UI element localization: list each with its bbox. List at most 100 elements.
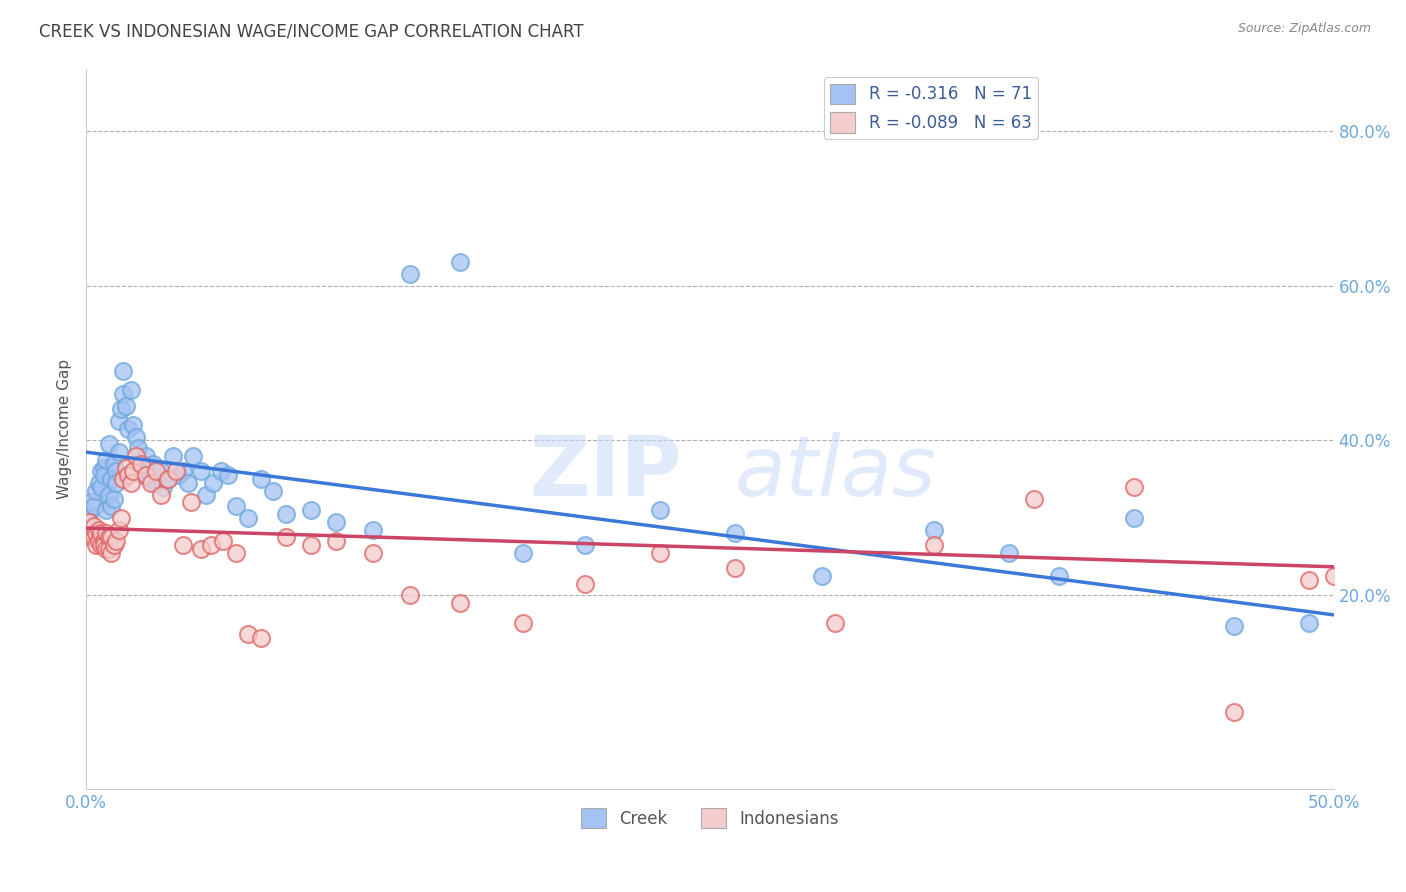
Point: [165, 465, 187, 479]
Point: [183, 449, 205, 463]
Point: [1347, 619, 1369, 633]
Point: [249, 631, 271, 645]
Point: [325, 515, 347, 529]
Text: Source: ZipAtlas.com: Source: ZipAtlas.com: [1237, 22, 1371, 36]
Point: [94, 503, 117, 517]
Point: [87, 534, 110, 549]
Point: [100, 472, 122, 486]
Point: [112, 387, 135, 401]
Point: [574, 538, 596, 552]
Point: [122, 465, 145, 479]
Point: [724, 561, 747, 575]
Point: [135, 449, 157, 463]
Point: [105, 476, 128, 491]
Point: [157, 472, 180, 486]
Point: [112, 364, 135, 378]
Point: [103, 491, 125, 506]
Point: [93, 538, 115, 552]
Point: [90, 526, 112, 541]
Point: [90, 465, 112, 479]
Point: [87, 476, 110, 491]
Point: [574, 577, 596, 591]
Point: [100, 546, 122, 560]
Point: [249, 472, 271, 486]
Point: [107, 414, 129, 428]
Point: [924, 523, 946, 537]
Point: [449, 255, 471, 269]
Point: [172, 465, 194, 479]
Point: [135, 468, 157, 483]
Point: [209, 465, 232, 479]
Point: [274, 507, 297, 521]
Point: [1047, 569, 1070, 583]
Point: [115, 399, 138, 413]
Point: [93, 534, 115, 549]
Point: [107, 445, 129, 459]
Point: [217, 468, 239, 483]
Point: [149, 488, 172, 502]
Point: [512, 615, 534, 630]
Point: [103, 457, 125, 471]
Point: [399, 267, 422, 281]
Point: [120, 476, 142, 491]
Point: [139, 476, 162, 491]
Point: [172, 538, 194, 552]
Point: [105, 465, 128, 479]
Point: [94, 453, 117, 467]
Point: [145, 465, 167, 479]
Point: [94, 541, 117, 556]
Point: [200, 538, 222, 552]
Point: [125, 449, 148, 463]
Point: [145, 476, 167, 491]
Point: [115, 460, 138, 475]
Point: [212, 534, 235, 549]
Point: [117, 422, 139, 436]
Point: [1024, 491, 1046, 506]
Point: [97, 530, 120, 544]
Point: [84, 526, 107, 541]
Point: [399, 589, 422, 603]
Point: [94, 526, 117, 541]
Point: [225, 500, 247, 514]
Point: [190, 465, 212, 479]
Point: [157, 472, 180, 486]
Point: [80, 495, 103, 509]
Point: [84, 483, 107, 498]
Point: [129, 457, 152, 471]
Point: [1123, 480, 1146, 494]
Point: [93, 468, 115, 483]
Point: [190, 541, 212, 556]
Point: [103, 538, 125, 552]
Point: [167, 468, 190, 483]
Point: [512, 546, 534, 560]
Point: [262, 483, 284, 498]
Point: [84, 538, 107, 552]
Point: [299, 538, 322, 552]
Point: [274, 530, 297, 544]
Point: [105, 534, 128, 549]
Point: [142, 457, 165, 471]
Point: [998, 546, 1021, 560]
Point: [122, 417, 145, 432]
Point: [83, 530, 105, 544]
Legend: Creek, Indonesians: Creek, Indonesians: [574, 801, 845, 835]
Y-axis label: Wage/Income Gap: Wage/Income Gap: [58, 359, 72, 499]
Point: [110, 511, 132, 525]
Point: [77, 515, 100, 529]
Point: [90, 538, 112, 552]
Point: [1398, 627, 1406, 641]
Point: [97, 488, 120, 502]
Point: [1298, 615, 1320, 630]
Point: [648, 546, 671, 560]
Point: [811, 569, 834, 583]
Point: [1298, 573, 1320, 587]
Point: [162, 449, 184, 463]
Point: [824, 615, 846, 630]
Point: [100, 500, 122, 514]
Point: [90, 480, 112, 494]
Point: [149, 465, 172, 479]
Point: [152, 480, 174, 494]
Point: [83, 500, 105, 514]
Point: [194, 488, 217, 502]
Point: [83, 518, 105, 533]
